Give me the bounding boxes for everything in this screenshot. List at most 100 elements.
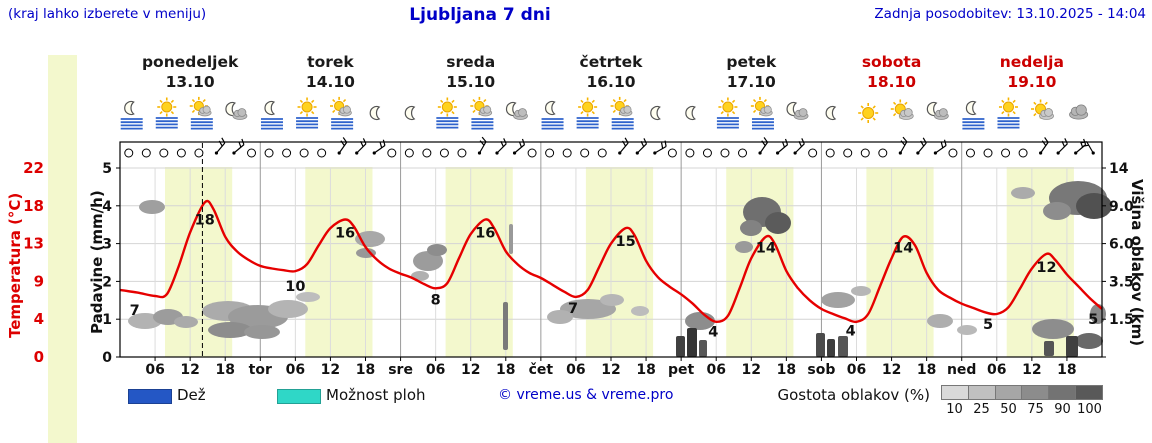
density-step [1022, 385, 1050, 400]
wind-calm-icon [194, 148, 204, 158]
precip-tick-label: 2 [102, 274, 112, 290]
cloud-density-bar [816, 333, 825, 357]
cloud-density-bar [503, 302, 508, 350]
day-name: sreda [446, 53, 496, 71]
x-axis-labels: 06 12 18 tor 06 12 18 sre 06 12 18 čet 06 12 18 pet 06 12… [145, 362, 1076, 378]
wind-calm-icon [299, 148, 309, 158]
moon-icon [369, 105, 381, 121]
wind-calm-icon [176, 148, 186, 158]
day-name: ponedeljek [141, 53, 239, 71]
wind-calm-icon [983, 148, 993, 158]
wind-calm-icon [282, 148, 292, 158]
temperature-curve [119, 199, 1103, 324]
temp-value-label: 16 [335, 226, 355, 242]
x-hour-label: 18 [215, 362, 234, 378]
day-name: sobota [861, 53, 922, 71]
cloud-height-tick-label: 1.5 [1109, 312, 1134, 328]
temperature-axis-title: Temperatura (°C) [6, 192, 24, 339]
cloud-blob [1075, 333, 1103, 349]
moon-cloud-icon [505, 101, 528, 120]
cloud-density-bar [1044, 341, 1054, 356]
day-header: sobota 18.10 [832, 52, 952, 92]
cloud-layers [128, 181, 1112, 357]
x-hour-label: 06 [987, 362, 1006, 378]
density-step [1049, 385, 1077, 400]
rain-swatch [128, 389, 172, 404]
x-hour-label: 12 [742, 362, 761, 378]
wind-calm-icon [141, 148, 151, 158]
moon-icon [650, 105, 661, 121]
wind-barb-icon [933, 139, 947, 155]
day-header: ponedeljek 13.10 [130, 52, 250, 92]
temp-value-label: 15 [616, 234, 636, 250]
cloud-density-bar [827, 339, 835, 357]
axis-tick-marks [116, 167, 1106, 361]
wind-barb-icon [495, 138, 507, 155]
wind-calm-icon [422, 148, 432, 158]
temp-value-label: 14 [893, 241, 913, 257]
wind-barb-icon [758, 137, 769, 155]
cloud-height-tick-label: 3.5 [1109, 274, 1134, 290]
copyright-link[interactable]: © vreme.us & vreme.pro [498, 387, 674, 403]
day-name: torek [307, 53, 354, 71]
density-step-label: 90 [1054, 402, 1071, 417]
temp-value-label: 14 [756, 241, 776, 257]
temp-tick-label: 9 [34, 272, 44, 290]
wind-barb-icon [1074, 138, 1087, 155]
wind-calm-icon [720, 148, 730, 158]
weather-icons-row [120, 96, 1089, 130]
cloud-height-tick-label: 14 [1109, 161, 1129, 177]
density-step [941, 385, 969, 400]
wind-barb-icon [898, 136, 908, 155]
cloud-icon [1069, 104, 1089, 120]
precip-tick-label: 4 [102, 199, 112, 215]
cloud-blob [1011, 187, 1035, 199]
day-header: sreda 15.10 [411, 52, 531, 92]
fog-sun-icon [296, 97, 319, 129]
wind-calm-icon [317, 148, 327, 158]
cloud-density-bar [687, 328, 697, 357]
cloud-blob [268, 300, 308, 318]
daylight-band [585, 167, 654, 357]
cloud-blob [244, 325, 280, 339]
x-hour-label: 06 [145, 362, 164, 378]
x-hour-label: 06 [706, 362, 725, 378]
day-date: 13.10 [165, 73, 215, 91]
x-hour-label: 18 [777, 362, 796, 378]
wind-calm-icon [404, 148, 414, 158]
daylight-band [445, 167, 513, 357]
wind-barb-icon [775, 138, 789, 155]
wind-calm-icon [159, 148, 169, 158]
moon-cloud-icon [786, 101, 809, 120]
moon-cloud-icon [225, 101, 248, 120]
day-date: 16.10 [586, 73, 636, 91]
cloud-blob [356, 248, 376, 258]
cloud-blob [560, 299, 616, 319]
wind-calm-icon [738, 148, 748, 158]
cloud-blob [735, 241, 753, 253]
wind-barb-icon [512, 138, 526, 155]
daylight-band [866, 167, 934, 357]
wind-row [124, 136, 1095, 158]
wind-calm-icon [825, 148, 835, 158]
day-headers: ponedeljek 13.10 torek 14.10 sreda 15.10 četrt… [0, 52, 1152, 96]
wind-barb-icon [1080, 141, 1095, 155]
x-hour-label: 12 [321, 362, 340, 378]
fog-sun-icon [436, 97, 459, 129]
sun-cloud-icon [1031, 99, 1054, 120]
temp-value-label: 5 [1088, 312, 1098, 328]
cloud-blob [631, 306, 649, 316]
day-header: petek 17.10 [691, 52, 811, 92]
wind-barb-icon [337, 137, 348, 155]
temperature-series [119, 199, 1103, 324]
x-hour-label: 12 [1022, 362, 1041, 378]
daylight-bands [165, 167, 1074, 357]
wind-barb-icon [618, 137, 629, 155]
sun-cloud-fog-icon [610, 96, 634, 130]
moon-fog-icon [541, 100, 564, 130]
wind-barb-icon [214, 137, 226, 155]
cloud-blob [296, 292, 320, 302]
